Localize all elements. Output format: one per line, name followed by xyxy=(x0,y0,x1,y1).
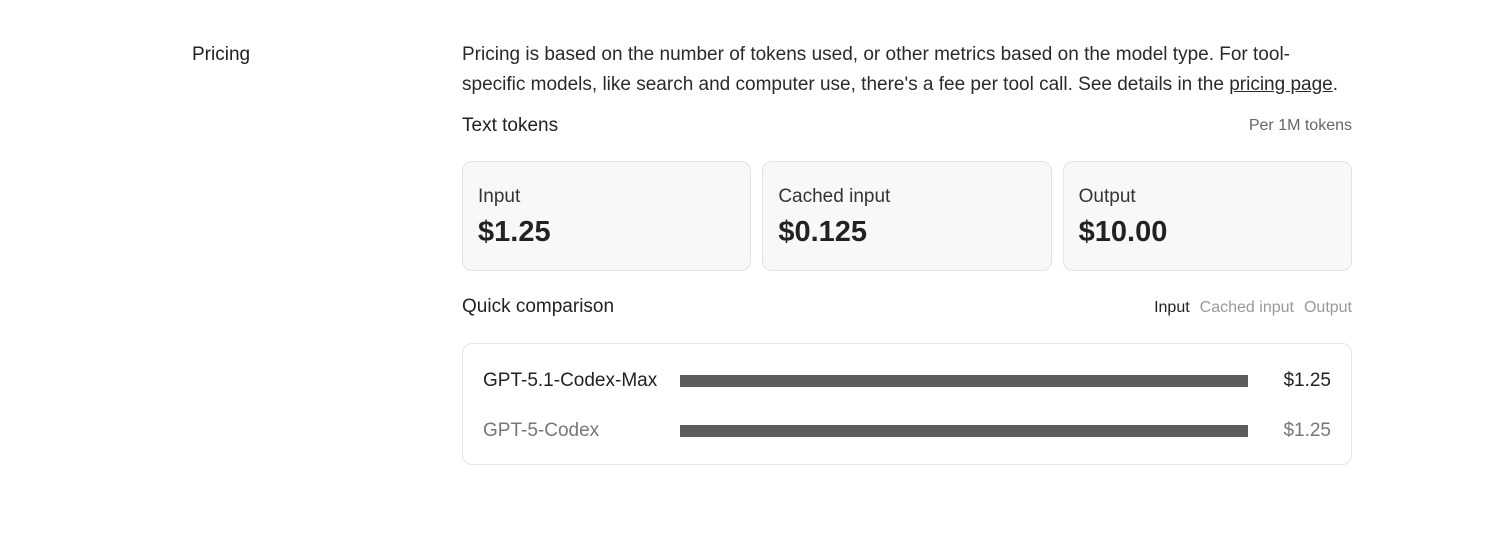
tab-input[interactable]: Input xyxy=(1154,299,1190,316)
comparison-bar xyxy=(680,425,1248,437)
comparison-row: GPT-5-Codex $1.25 xyxy=(483,420,1331,441)
comparison-bar xyxy=(680,375,1248,387)
comparison-tabs: Input Cached input Output xyxy=(1144,296,1352,318)
text-tokens-title: Text tokens xyxy=(462,115,559,136)
tab-cached-input[interactable]: Cached input xyxy=(1199,299,1294,316)
unit-label: Per 1M tokens xyxy=(1248,117,1352,134)
comparison-header: Quick comparison Input Cached input Output xyxy=(462,295,1352,319)
pricing-description: Pricing is based on the number of tokens… xyxy=(462,44,1339,95)
price-card-output: Output $10.00 xyxy=(1062,161,1352,271)
comparison-row: GPT-5.1-Codex-Max $1.25 xyxy=(483,370,1331,391)
pricing-content: Pricing is based on the number of tokens… xyxy=(462,40,1352,465)
comparison-title: Quick comparison xyxy=(462,296,615,317)
tab-output[interactable]: Output xyxy=(1303,299,1352,316)
price-card-cached-input: Cached input $0.125 xyxy=(762,161,1052,271)
comparison-panel: GPT-5.1-Codex-Max $1.25 GPT-5-Codex $1.25 xyxy=(462,343,1352,465)
section-label: Pricing xyxy=(192,44,251,65)
text-tokens-header: Text tokens Per 1M tokens xyxy=(462,114,1352,138)
pricing-page-link[interactable]: pricing page xyxy=(1229,74,1333,95)
price-card-input: Input $1.25 xyxy=(462,161,752,271)
price-cards: Input $1.25 Cached input $0.125 Output $10.… xyxy=(462,161,1352,271)
